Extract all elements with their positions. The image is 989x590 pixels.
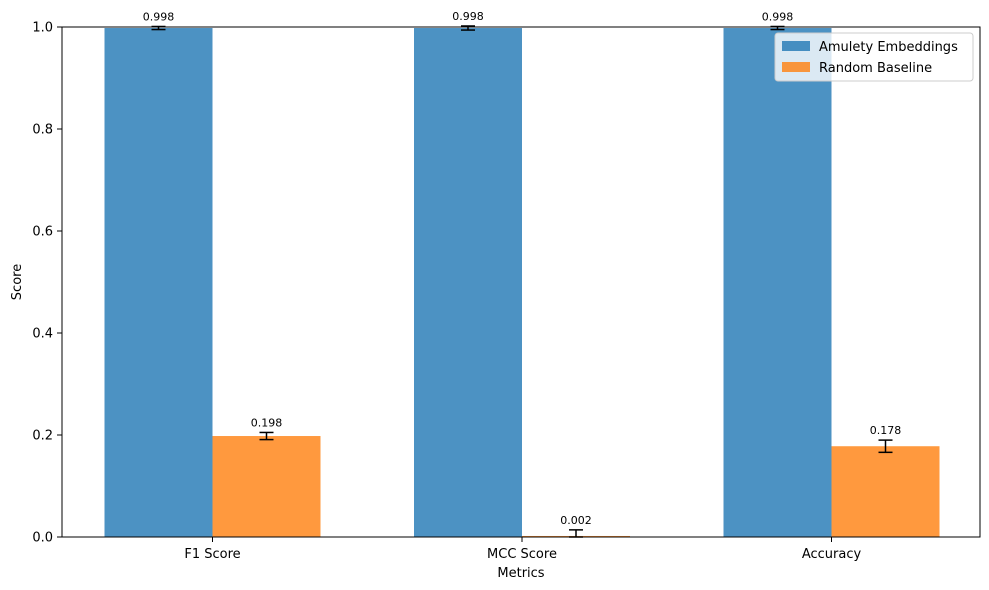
y-axis-label: Score [10, 264, 25, 300]
legend-box [774, 32, 974, 82]
bar-amulety-0 [104, 28, 213, 538]
x-tick-label-1: MCC Score [487, 547, 557, 562]
axes-layer: 0.0 0.2 0.4 0.6 0.8 1.0 F1 Score MCC Score Accur… [32, 21, 981, 562]
data-label-0-0: 0.998 [143, 10, 175, 23]
data-labels-layer: 0.998 0.998 0.998 0.198 0.002 0.178 [143, 10, 902, 527]
bar-random-0 [212, 436, 321, 537]
y-tick-label-1: 0.2 [32, 429, 53, 444]
data-label-1-2: 0.178 [870, 424, 902, 437]
data-label-1-1: 0.002 [560, 514, 592, 527]
bar-amulety-2 [723, 28, 832, 538]
bar-random-2 [831, 446, 940, 537]
bar-amulety-1 [414, 28, 522, 538]
x-tick-label-2: Accuracy [802, 547, 862, 562]
legend-label-0: Amulety Embeddings [819, 40, 958, 55]
x-tick-label-0: F1 Score [184, 547, 240, 562]
bars-layer [104, 28, 940, 538]
data-label-0-1: 0.998 [452, 10, 484, 23]
y-tick-label-0: 0.0 [32, 531, 53, 546]
legend: Amulety Embeddings Random Baseline [774, 32, 974, 82]
y-tick-label-4: 0.8 [32, 123, 53, 138]
data-label-1-0: 0.198 [251, 416, 283, 429]
y-tick-label-3: 0.6 [32, 225, 53, 240]
y-tick-label-2: 0.4 [32, 327, 53, 342]
legend-swatch-0 [782, 41, 810, 51]
legend-label-1: Random Baseline [819, 61, 932, 76]
y-tick-label-5: 1.0 [32, 21, 53, 36]
x-axis-label: Metrics [497, 566, 544, 581]
data-label-0-2: 0.998 [762, 10, 794, 23]
axes-frame [61, 26, 981, 538]
legend-swatch-1 [782, 62, 810, 72]
